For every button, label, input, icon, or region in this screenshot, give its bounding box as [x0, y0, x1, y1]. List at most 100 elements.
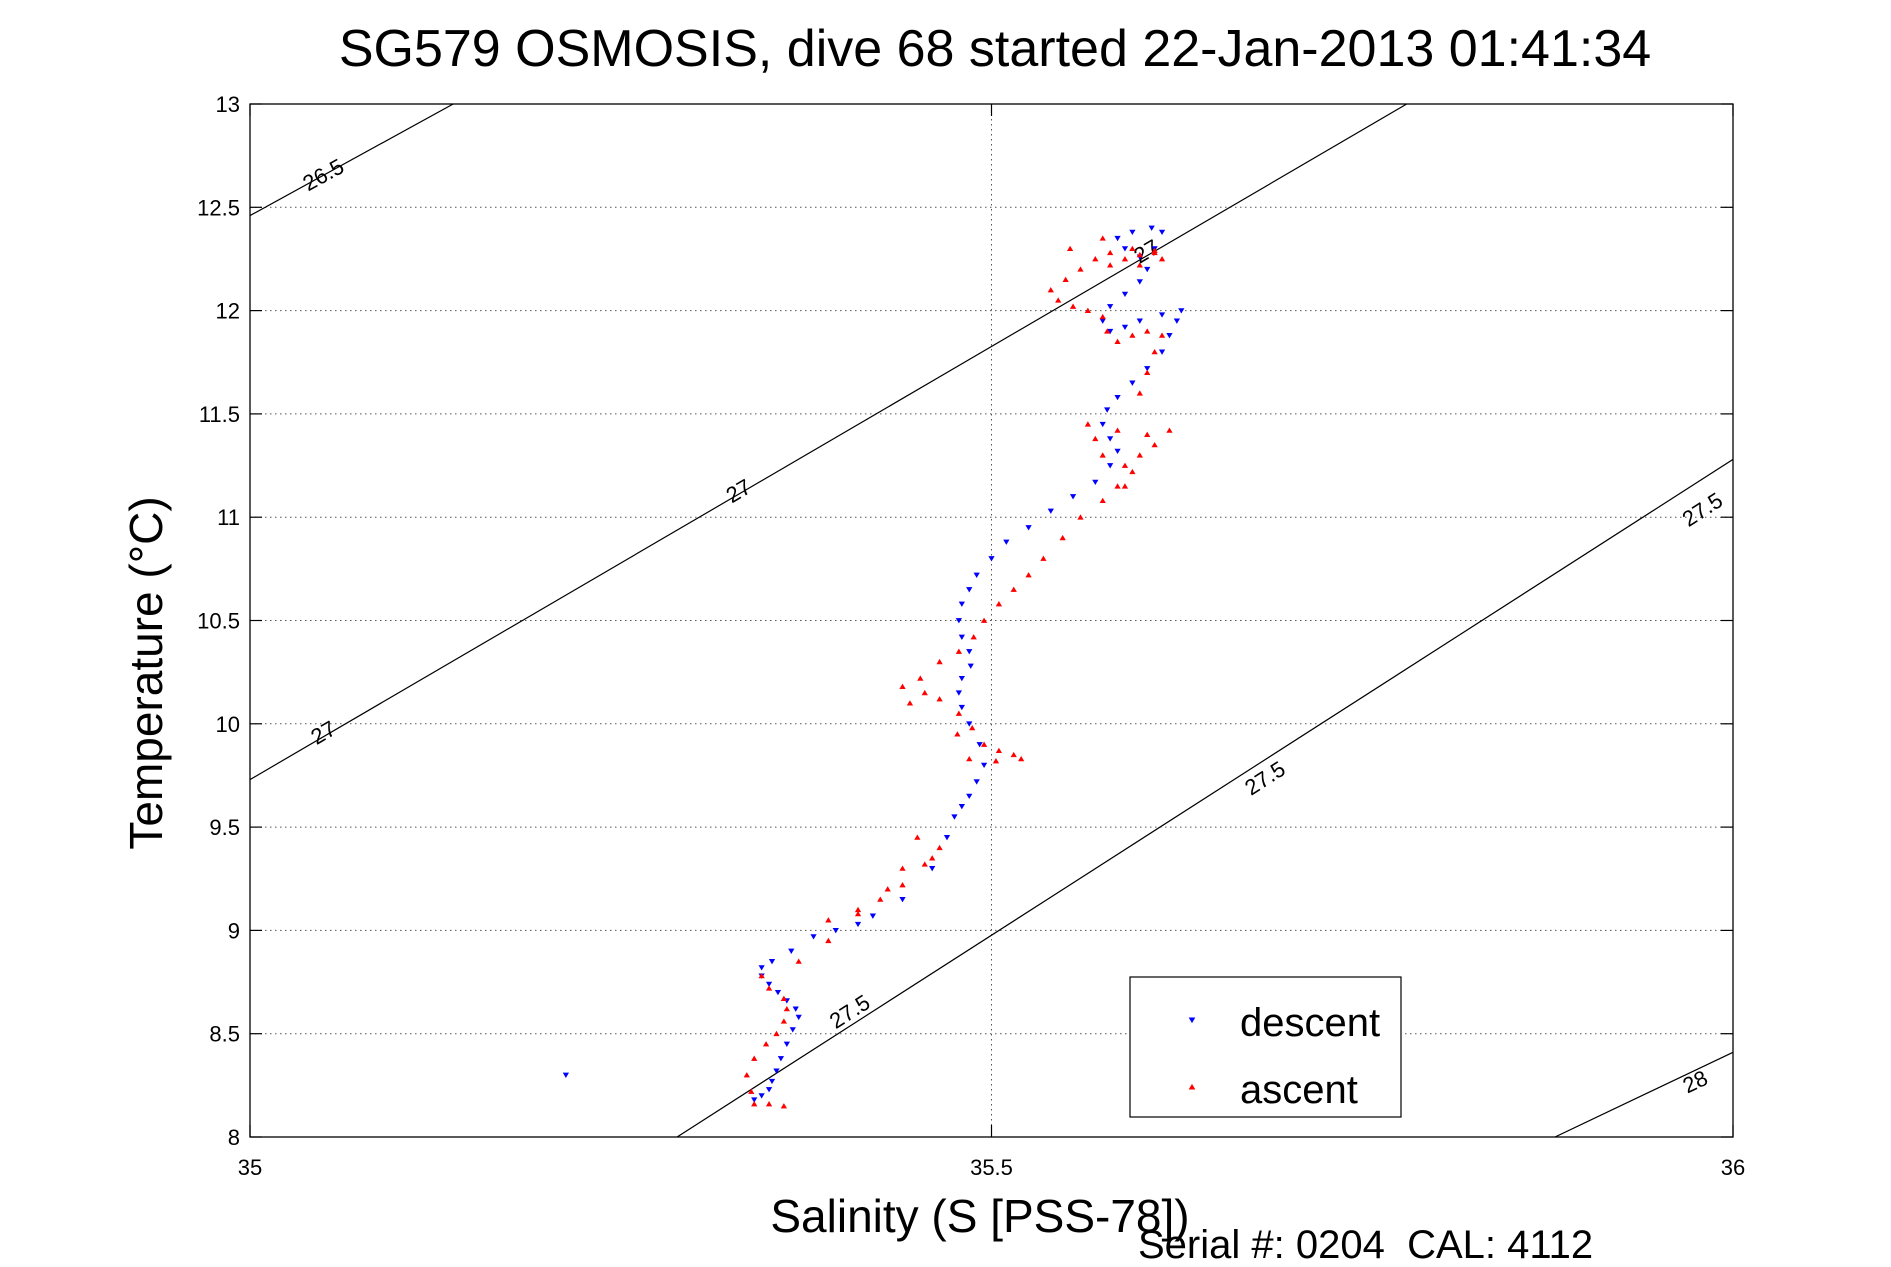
ascent-point — [899, 882, 906, 888]
ascent-point — [1151, 247, 1158, 254]
ascent-point — [966, 755, 973, 762]
ascent-point — [1114, 427, 1121, 433]
ascent-point — [917, 675, 924, 681]
descent-point — [1107, 436, 1114, 442]
ascent-point — [1158, 332, 1166, 338]
descent-point — [1129, 380, 1136, 386]
ascent-point — [1129, 468, 1136, 475]
descent-point — [1107, 463, 1114, 469]
ascent-point — [1136, 262, 1143, 268]
ascent-point — [780, 995, 788, 1001]
ascent-point — [936, 696, 943, 702]
legend-ascent-marker — [1188, 1083, 1196, 1090]
ascent-point — [969, 725, 976, 731]
descent-point — [1121, 291, 1129, 298]
ascent-series — [743, 235, 1173, 1109]
descent-point — [795, 1014, 802, 1021]
ascent-point — [1059, 534, 1066, 541]
ascent-point — [1099, 313, 1106, 320]
ascent-point — [980, 741, 988, 747]
ascent-point — [783, 1005, 790, 1012]
ascent-point — [936, 658, 943, 665]
ascent-point — [899, 683, 906, 689]
descent-point — [966, 587, 973, 593]
descent-point — [1173, 318, 1180, 324]
descent-point — [1107, 304, 1114, 310]
descent-point — [1003, 539, 1010, 545]
y-tick-label: 12.5 — [197, 195, 240, 220]
ascent-point — [795, 958, 802, 964]
descent-point — [1158, 349, 1166, 355]
ascent-point — [1066, 245, 1074, 251]
x-tick-label: 35.5 — [970, 1155, 1013, 1180]
ascent-point — [854, 910, 862, 917]
ascent-point — [1158, 256, 1166, 262]
descent-point — [774, 990, 782, 996]
descent-point — [832, 928, 839, 934]
ascent-point — [773, 1030, 780, 1037]
ascent-point — [1099, 235, 1106, 241]
descent-point — [1144, 366, 1151, 372]
ascent-point — [921, 689, 928, 696]
descent-point — [751, 1097, 758, 1103]
ascent-point — [1069, 303, 1077, 309]
density-contour — [250, 104, 1408, 781]
ascent-point — [1144, 328, 1151, 334]
descent-point — [777, 1056, 785, 1062]
descent-point — [768, 1078, 776, 1085]
ascent-point — [1107, 262, 1114, 268]
y-tick-label: 13 — [216, 92, 240, 117]
descent-point — [765, 1087, 773, 1093]
ascent-point — [899, 865, 906, 871]
descent-point — [758, 1093, 765, 1099]
ascent-point — [758, 972, 765, 979]
descent-point — [1178, 308, 1185, 314]
ascent-point — [980, 617, 988, 623]
descent-point — [1047, 508, 1054, 514]
ascent-point — [1047, 287, 1054, 293]
descent-point — [967, 663, 974, 669]
descent-point — [1114, 448, 1121, 455]
descent-point — [1158, 229, 1166, 236]
ascent-point — [955, 710, 962, 716]
y-tick-label: 8 — [228, 1125, 240, 1150]
serial-cal-footer: Serial #: 0204 CAL: 4112 — [1138, 1223, 1593, 1262]
y-tick-label: 11 — [217, 505, 240, 530]
descent-point — [1099, 421, 1106, 428]
ascent-point — [1099, 497, 1106, 504]
ascent-point — [1018, 755, 1025, 762]
density-contour — [1554, 1051, 1733, 1137]
descent-point — [768, 959, 776, 965]
ascent-point — [751, 1101, 758, 1107]
ascent-point — [1121, 256, 1129, 262]
descent-point — [1158, 312, 1166, 318]
descent-point — [958, 704, 965, 711]
descent-point — [1025, 525, 1032, 531]
ascent-point — [751, 1055, 758, 1061]
chart-title: SG579 OSMOSIS, dive 68 started 22-Jan-20… — [339, 20, 1651, 78]
y-tick-label: 9 — [228, 918, 240, 943]
descent-point — [1114, 235, 1121, 242]
descent-point — [1136, 279, 1143, 285]
ascent-point — [921, 861, 928, 867]
x-axis-label: Salinity (S [PSS-78]) — [770, 1190, 1189, 1242]
descent-point — [958, 634, 965, 640]
descent-point — [955, 618, 962, 624]
ascent-point — [1025, 572, 1032, 578]
ascent-point — [765, 1101, 773, 1107]
ascent-point — [1144, 431, 1151, 437]
ascent-point — [1092, 256, 1099, 262]
ascent-point — [1129, 245, 1136, 251]
ascent-point — [1107, 249, 1114, 256]
ascent-point — [1151, 348, 1158, 355]
ascent-point — [1077, 266, 1084, 272]
density-contour — [676, 458, 1733, 1137]
y-tick-label: 12 — [216, 299, 240, 324]
descent-point — [765, 981, 773, 988]
y-tick-label: 8.5 — [209, 1022, 240, 1047]
descent-point — [976, 742, 983, 748]
ascent-point — [780, 1018, 788, 1024]
legend-descent-label: descent — [1240, 1001, 1380, 1045]
